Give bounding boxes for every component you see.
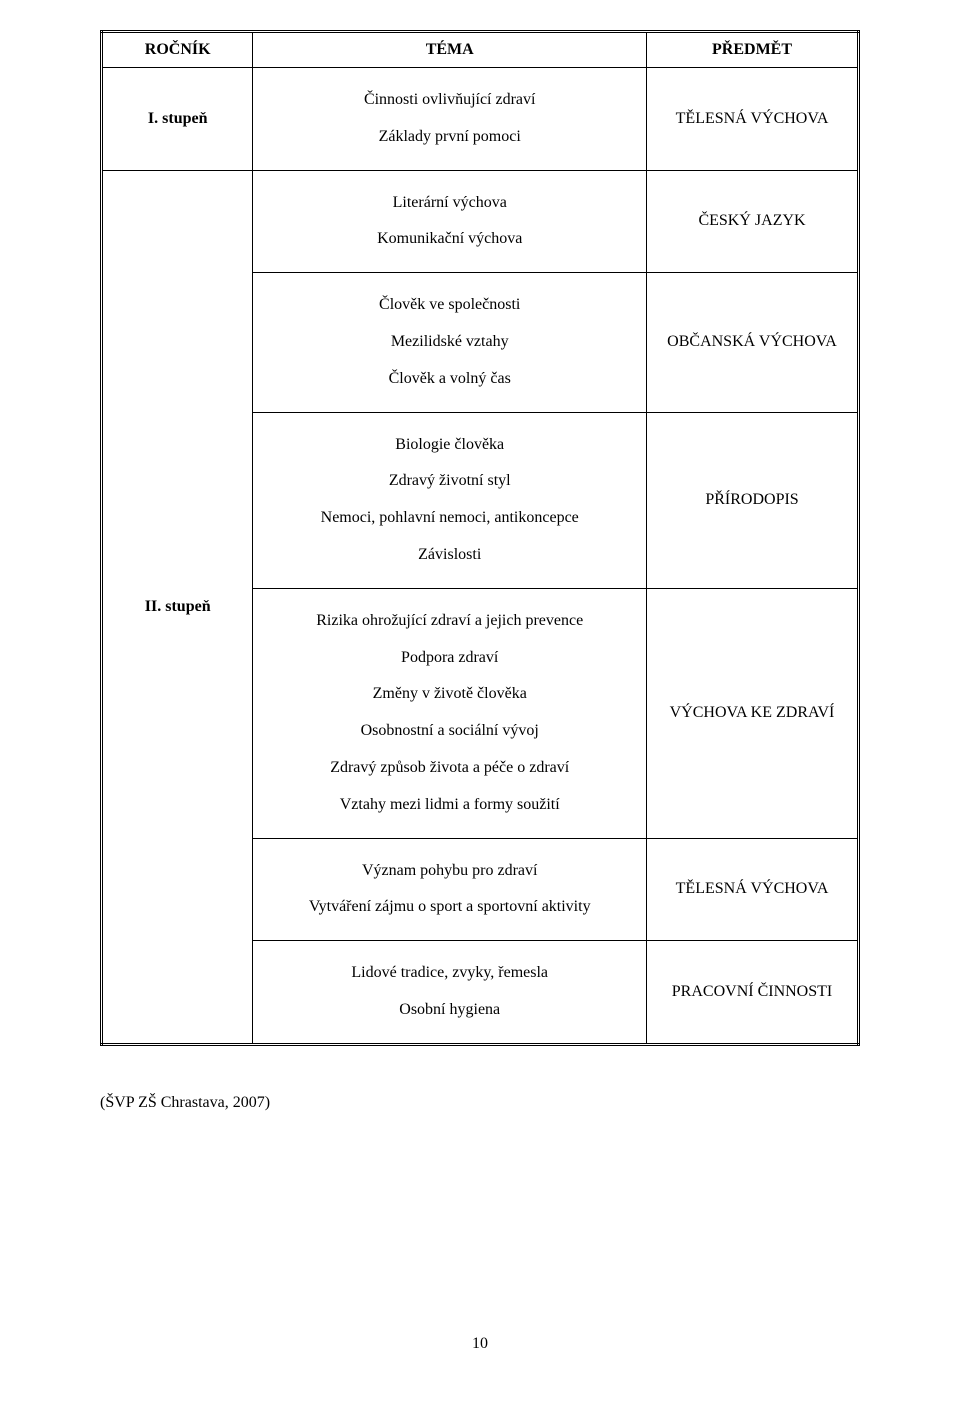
grade-2-block6-topics: Lidové tradice, zvyky, řemesla Osobní hy… <box>253 941 647 1045</box>
grade-2-block2-subject: OBČANSKÁ VÝCHOVA <box>647 273 859 412</box>
grade-1-subject: TĚLESNÁ VÝCHOVA <box>647 68 859 171</box>
topic-text: Rizika ohrožující zdraví a jejich preven… <box>316 612 583 629</box>
topic-text: Závislosti <box>418 546 481 563</box>
table-row: II. stupeň Literární výchova Komunikační… <box>102 170 859 273</box>
table-header-row: ROČNÍK TÉMA PŘEDMĚT <box>102 32 859 68</box>
grade-2-block5-subject: TĚLESNÁ VÝCHOVA <box>647 838 859 941</box>
curriculum-table: ROČNÍK TÉMA PŘEDMĚT I. stupeň Činnosti o… <box>100 30 860 1046</box>
topic-text: Význam pohybu pro zdraví <box>362 862 538 879</box>
topic-text: Vztahy mezi lidmi a formy soužití <box>340 796 560 813</box>
grade-2-block3-subject: PŘÍRODOPIS <box>647 412 859 588</box>
topic-text: Zdravý životní styl <box>389 472 511 489</box>
topic-text: Vytváření zájmu o sport a sportovní akti… <box>309 898 591 915</box>
topic-text: Nemoci, pohlavní nemoci, antikoncepce <box>321 509 579 526</box>
topic-text: Podpora zdraví <box>401 649 498 666</box>
topic-text: Člověk ve společnosti <box>379 296 520 313</box>
page-number: 10 <box>0 1335 960 1353</box>
grade-2-block2-topics: Člověk ve společnosti Mezilidské vztahy … <box>253 273 647 412</box>
topic-text: Mezilidské vztahy <box>391 333 509 350</box>
grade-2-block4-topics: Rizika ohrožující zdraví a jejich preven… <box>253 588 647 838</box>
grade-2-block5-topics: Význam pohybu pro zdraví Vytváření zájmu… <box>253 838 647 941</box>
topic-text: Osobnostní a sociální vývoj <box>361 722 539 739</box>
grade-2-block4-subject: VÝCHOVA KE ZDRAVÍ <box>647 588 859 838</box>
topic-text: Lidové tradice, zvyky, řemesla <box>351 964 548 981</box>
topic-text: Biologie člověka <box>395 436 504 453</box>
citation-text: (ŠVP ZŠ Chrastava, 2007) <box>100 1094 860 1112</box>
table-row: I. stupeň Činnosti ovlivňující zdraví Zá… <box>102 68 859 171</box>
topic-text: Osobní hygiena <box>399 1001 500 1018</box>
topic-text: Literární výchova <box>393 194 507 211</box>
topic-text: Člověk a volný čas <box>389 370 511 387</box>
header-predmet: PŘEDMĚT <box>647 32 859 68</box>
grade-2-block1-subject: ČESKÝ JAZYK <box>647 170 859 273</box>
topic-text: Komunikační výchova <box>377 230 522 247</box>
grade-2-label: II. stupeň <box>102 170 253 1044</box>
grade-2-block6-subject: PRACOVNÍ ČINNOSTI <box>647 941 859 1045</box>
grade-2-block3-topics: Biologie člověka Zdravý životní styl Nem… <box>253 412 647 588</box>
grade-1-label: I. stupeň <box>102 68 253 171</box>
topic-text: Činnosti ovlivňující zdraví <box>364 91 536 108</box>
topic-text: Základy první pomoci <box>379 128 521 145</box>
topic-text: Zdravý způsob života a péče o zdraví <box>330 759 569 776</box>
header-rocnik: ROČNÍK <box>102 32 253 68</box>
grade-2-block1-topics: Literární výchova Komunikační výchova <box>253 170 647 273</box>
header-tema: TÉMA <box>253 32 647 68</box>
grade-1-topics: Činnosti ovlivňující zdraví Základy prvn… <box>253 68 647 171</box>
topic-text: Změny v životě člověka <box>373 685 527 702</box>
